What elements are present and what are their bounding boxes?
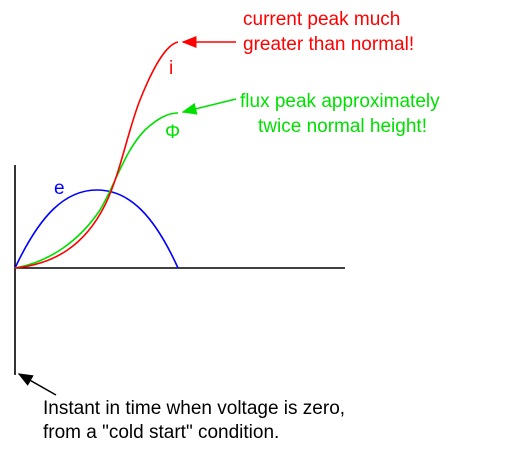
current-note: current peak much: [243, 9, 400, 30]
instant-note: Instant in time when voltage is zero,: [43, 398, 345, 419]
current-note: greater than normal!: [243, 34, 414, 55]
voltage-label: e: [54, 178, 65, 199]
voltage-curve: [14, 189, 179, 269]
instant-note: from a "cold start" condition.: [43, 422, 279, 443]
flux-arrow: [181, 98, 237, 115]
instant-arrow: [17, 373, 57, 396]
flux-note: flux peak approximately: [240, 91, 440, 112]
current-curve: [14, 41, 179, 269]
flux-label: Φ: [165, 122, 180, 143]
current-label: i: [169, 58, 173, 79]
flux-note: twice normal height!: [258, 116, 427, 137]
